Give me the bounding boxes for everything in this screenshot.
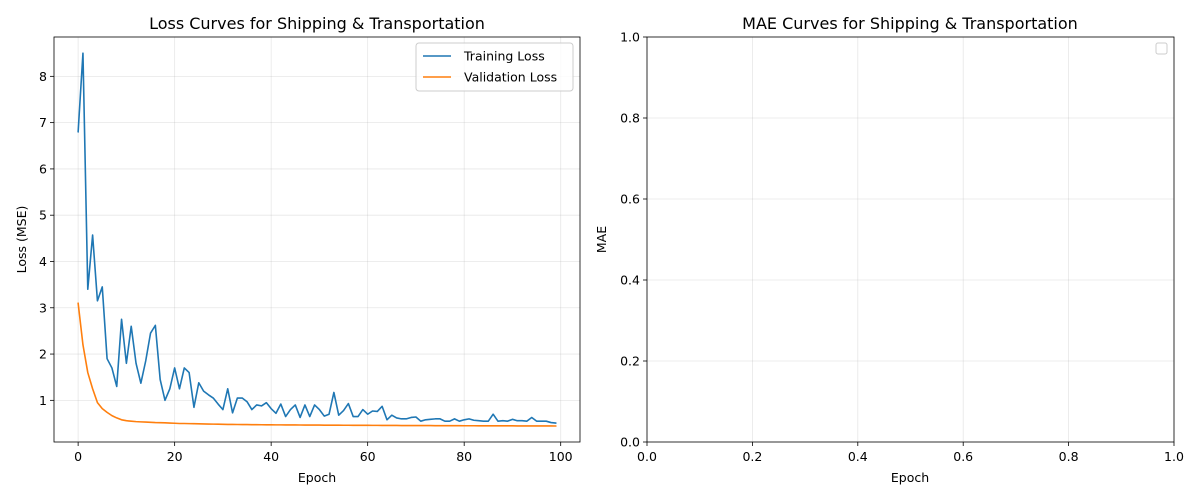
x-tick-label: 0.0 bbox=[637, 449, 657, 464]
y-tick-label: 1.0 bbox=[620, 30, 640, 45]
legend-label-validation-loss: Validation Loss bbox=[464, 70, 557, 85]
y-tick-label: 5 bbox=[39, 208, 47, 223]
x-tick-label: 100 bbox=[549, 449, 573, 464]
y-tick-label: 0.0 bbox=[620, 435, 640, 450]
legend-label-training-loss: Training Loss bbox=[463, 49, 545, 64]
loss-chart-axes-frame bbox=[53, 36, 581, 443]
y-tick-label: 0.2 bbox=[620, 354, 640, 369]
x-tick-label: 0 bbox=[74, 449, 82, 464]
x-tick-label: 20 bbox=[167, 449, 183, 464]
loss-chart-series bbox=[77, 52, 557, 427]
mae-chart-ylabel: MAE bbox=[594, 226, 609, 253]
y-tick-label: 6 bbox=[39, 161, 47, 176]
x-tick-label: 0.8 bbox=[1059, 449, 1079, 464]
y-tick-label: 4 bbox=[39, 254, 47, 269]
x-tick-label: 80 bbox=[456, 449, 472, 464]
y-tick-label: 0.6 bbox=[620, 192, 640, 207]
y-tick-label: 3 bbox=[39, 300, 47, 315]
loss-chart-grid bbox=[54, 37, 580, 442]
x-tick-label: 0.2 bbox=[742, 449, 762, 464]
series-line-training-loss bbox=[77, 52, 557, 424]
loss-chart-title: Loss Curves for Shipping & Transportatio… bbox=[149, 14, 485, 33]
mae-chart-xlabel: Epoch bbox=[891, 470, 929, 485]
y-tick-label: 0.4 bbox=[620, 273, 640, 288]
mae-chart: MAE Curves for Shipping & Transportation… bbox=[594, 14, 1184, 485]
x-tick-label: 0.4 bbox=[848, 449, 868, 464]
mae-chart-ticks: 0.0 0.2 0.4 0.6 0.8 1.0 0.0 0.2 0.4 0.6 0.8 1.0 bbox=[620, 30, 1184, 465]
x-tick-label: 40 bbox=[263, 449, 279, 464]
y-tick-label: 2 bbox=[39, 347, 47, 362]
mae-legend-empty-box bbox=[1155, 42, 1168, 55]
loss-chart-legend: Training Loss Validation Loss bbox=[415, 42, 574, 92]
loss-chart-ylabel: Loss (MSE) bbox=[14, 206, 29, 274]
loss-chart-ticks: 0 20 40 60 80 100 1 2 3 4 5 6 7 8 bbox=[39, 69, 573, 464]
y-tick-label: 8 bbox=[39, 69, 47, 84]
loss-chart-xlabel: Epoch bbox=[298, 470, 336, 485]
y-tick-label: 1 bbox=[39, 393, 47, 408]
mae-chart-title: MAE Curves for Shipping & Transportation bbox=[742, 14, 1078, 33]
mae-chart-axes-frame bbox=[646, 36, 1175, 443]
x-tick-label: 0.6 bbox=[953, 449, 973, 464]
y-tick-label: 0.8 bbox=[620, 111, 640, 126]
loss-chart: Loss Curves for Shipping & Transportatio… bbox=[14, 14, 581, 485]
loss-legend-frame bbox=[415, 42, 574, 92]
x-tick-label: 60 bbox=[360, 449, 376, 464]
x-tick-label: 1.0 bbox=[1164, 449, 1184, 464]
y-tick-label: 7 bbox=[39, 115, 47, 130]
series-line-validation-loss bbox=[77, 302, 557, 427]
